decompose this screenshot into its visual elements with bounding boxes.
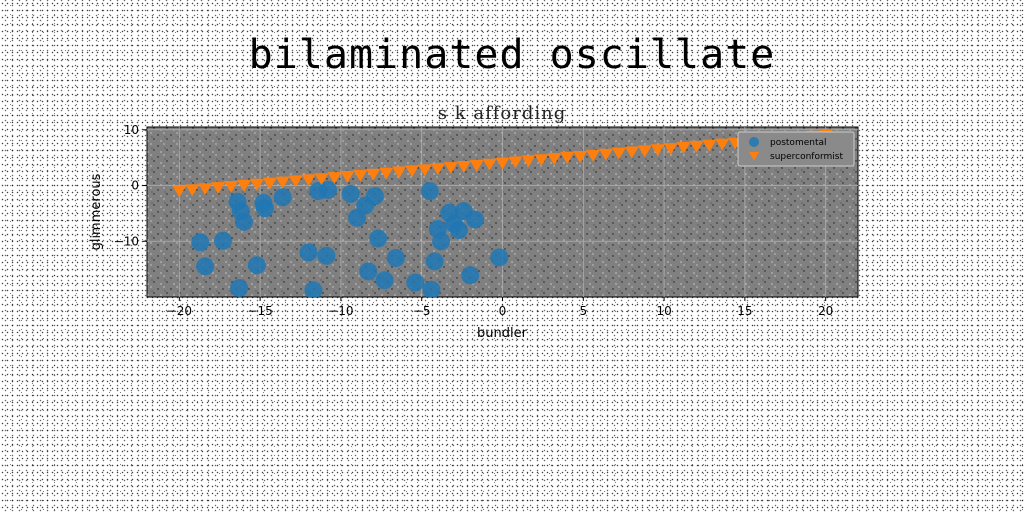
- postomental-point: [449, 221, 468, 240]
- postomental-point: [375, 271, 394, 290]
- postomental-point: [191, 233, 210, 252]
- y-tick-label: −10: [114, 234, 139, 248]
- superconformist-point: [224, 181, 239, 193]
- superconformist-point: [573, 150, 588, 163]
- superconformist-point: [456, 160, 471, 173]
- superconformist-point: [508, 156, 523, 169]
- postomental-point: [386, 248, 405, 267]
- superconformist-point: [547, 153, 562, 166]
- postomental-point: [273, 188, 292, 207]
- superconformist-point: [715, 138, 730, 151]
- superconformist-point: [585, 149, 600, 162]
- x-tick-label: 5: [579, 304, 587, 318]
- chart-title: s k affording: [438, 103, 566, 124]
- superconformist-point: [663, 143, 678, 156]
- postomental-point: [230, 279, 249, 297]
- superconformist-point: [521, 155, 536, 168]
- superconformist-point: [405, 165, 420, 178]
- postomental-point: [247, 256, 266, 275]
- y-axis-label: glimmerous: [89, 173, 104, 250]
- postomental-point: [317, 246, 336, 265]
- superconformist-point: [392, 166, 407, 179]
- postomental-point: [341, 184, 360, 203]
- y-tick-label: 10: [124, 123, 139, 137]
- postomental-point: [213, 231, 232, 250]
- superconformist-point: [598, 148, 613, 161]
- superconformist-point: [624, 146, 639, 159]
- superconformist-point: [340, 171, 355, 183]
- postomental-point: [461, 266, 480, 285]
- superconformist-point: [198, 183, 213, 196]
- postomental-point: [365, 187, 384, 206]
- superconformist-point: [185, 184, 200, 197]
- superconformist-point: [314, 173, 329, 186]
- superconformist-point: [288, 175, 303, 188]
- superconformist-point: [172, 185, 187, 198]
- superconformist-point: [417, 164, 432, 177]
- superconformist-point: [689, 140, 704, 153]
- superconformist-point: [482, 158, 497, 171]
- postomental-point: [406, 273, 425, 292]
- postomental-point: [234, 212, 253, 231]
- superconformist-point: [495, 157, 510, 170]
- superconformist-point: [301, 174, 316, 187]
- data-marks: [172, 129, 833, 297]
- superconformist-point: [211, 182, 226, 195]
- superconformist-point: [650, 144, 665, 157]
- superconformist-point: [534, 154, 549, 167]
- superconformist-point: [236, 179, 251, 192]
- superconformist-point: [249, 178, 264, 191]
- x-tick-label: 10: [656, 304, 671, 318]
- postomental-point: [254, 193, 273, 212]
- superconformist-point: [379, 167, 394, 180]
- x-tick-label: 0: [499, 304, 507, 318]
- superconformist-point: [430, 163, 445, 176]
- x-tick-label: −10: [328, 304, 353, 318]
- y-axis-ticks: 10 0 −10: [114, 123, 147, 248]
- legend-marker-1: [749, 152, 759, 161]
- postomental-point: [299, 243, 318, 262]
- superconformist-point: [702, 139, 717, 152]
- postomental-point: [318, 180, 337, 199]
- legend-label-0: postomental: [770, 138, 827, 148]
- x-tick-label: −20: [167, 304, 192, 318]
- y-tick-label: 0: [131, 179, 139, 193]
- postomental-point: [359, 262, 378, 281]
- x-tick-label: −15: [247, 304, 272, 318]
- superconformist-point: [637, 145, 652, 158]
- postomental-point: [196, 257, 215, 276]
- x-axis-label: bundler: [477, 326, 528, 341]
- superconformist-point: [611, 147, 626, 160]
- superconformist-point: [275, 176, 290, 189]
- superconformist-point: [469, 159, 484, 172]
- superconformist-point: [353, 169, 368, 182]
- superconformist-point: [262, 177, 277, 190]
- superconformist-point: [327, 172, 342, 185]
- postomental-point: [304, 281, 323, 297]
- legend-marker-0: [749, 137, 759, 147]
- postomental-point: [369, 229, 388, 248]
- postomental-point: [432, 232, 451, 251]
- postomental-point: [422, 280, 441, 297]
- x-tick-label: −5: [413, 304, 431, 318]
- superconformist-point: [676, 142, 691, 154]
- figure-suptitle: bilaminated oscillate: [248, 32, 776, 78]
- postomental-point: [466, 210, 485, 229]
- superconformist-point: [443, 162, 458, 174]
- legend-box: [737, 131, 855, 167]
- postomental-point: [420, 182, 439, 201]
- superconformist-point: [366, 168, 381, 181]
- x-tick-label: 15: [737, 304, 752, 318]
- legend-label-1: superconformist: [770, 152, 843, 162]
- superconformist-point: [560, 152, 575, 164]
- postomental-point: [425, 252, 444, 271]
- legend: postomental superconformist: [737, 131, 855, 167]
- x-tick-label: 20: [818, 304, 833, 318]
- x-axis-ticks: −20 −15 −10 −5 0 5 10 15 20: [167, 297, 833, 318]
- postomental-point: [490, 248, 509, 267]
